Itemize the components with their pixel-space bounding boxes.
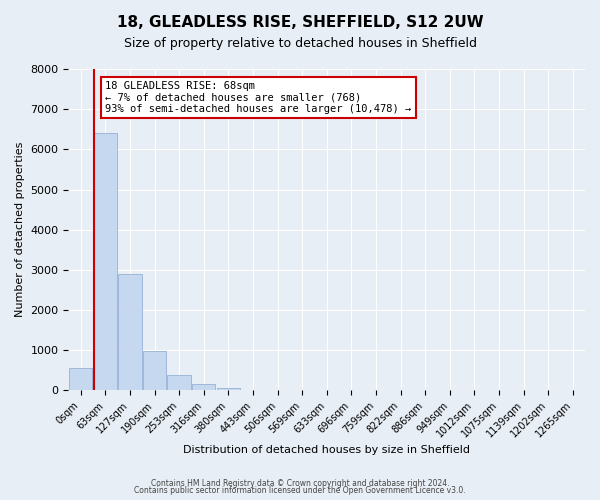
Bar [143, 352, 166, 391]
Text: 18 GLEADLESS RISE: 68sqm
← 7% of detached houses are smaller (768)
93% of semi-d: 18 GLEADLESS RISE: 68sqm ← 7% of detache… [106, 81, 412, 114]
Y-axis label: Number of detached properties: Number of detached properties [15, 142, 25, 318]
Bar [167, 375, 191, 390]
Text: Contains public sector information licensed under the Open Government Licence v3: Contains public sector information licen… [134, 486, 466, 495]
Text: Size of property relative to detached houses in Sheffield: Size of property relative to detached ho… [124, 38, 476, 51]
Bar [94, 134, 117, 390]
Bar [118, 274, 142, 390]
Text: 18, GLEADLESS RISE, SHEFFIELD, S12 2UW: 18, GLEADLESS RISE, SHEFFIELD, S12 2UW [116, 15, 484, 30]
Bar [217, 388, 240, 390]
Bar [69, 368, 92, 390]
X-axis label: Distribution of detached houses by size in Sheffield: Distribution of detached houses by size … [183, 445, 470, 455]
Text: Contains HM Land Registry data © Crown copyright and database right 2024.: Contains HM Land Registry data © Crown c… [151, 478, 449, 488]
Bar [192, 384, 215, 390]
